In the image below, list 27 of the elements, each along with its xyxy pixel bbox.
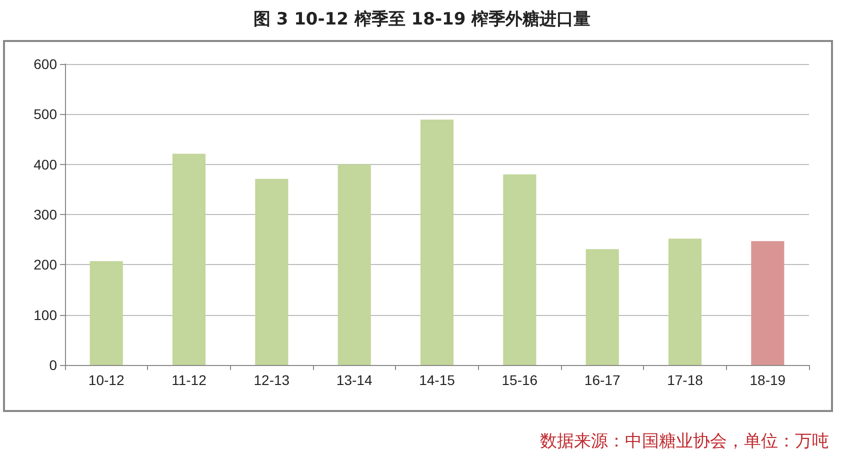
bar — [255, 178, 288, 365]
chart-title: 图 3 10-12 榨季至 18-19 榨季外糖进口量 — [253, 10, 591, 30]
x-tick-label: 16-17 — [584, 372, 620, 388]
y-tick-label: 300 — [34, 206, 58, 222]
y-tick-label: 100 — [34, 306, 58, 323]
x-tick-label: 11-12 — [172, 372, 207, 388]
bar — [90, 261, 123, 365]
x-tick-label: 13-14 — [336, 372, 372, 388]
y-tick-label: 200 — [34, 256, 58, 273]
bar — [751, 241, 784, 365]
bar — [586, 249, 619, 365]
x-tick-label: 10-12 — [88, 372, 124, 388]
y-tick-label: 600 — [34, 56, 58, 72]
bar — [503, 174, 536, 365]
bar — [338, 164, 371, 365]
x-tick-label: 14-15 — [419, 372, 456, 388]
bar — [420, 120, 454, 365]
x-tick-label: 18-19 — [750, 372, 786, 388]
bar — [668, 238, 702, 365]
x-tick-label: 15-16 — [502, 372, 538, 388]
x-tick-label: 17-18 — [667, 372, 704, 388]
y-tick-label: 0 — [49, 357, 58, 373]
y-tick-label: 400 — [34, 156, 58, 172]
source-note: 数据来源：中国糖业协会，单位：万吨 — [540, 432, 829, 452]
bar — [172, 154, 206, 365]
x-tick-label: 12-13 — [254, 372, 290, 388]
y-tick-label: 500 — [34, 106, 58, 122]
